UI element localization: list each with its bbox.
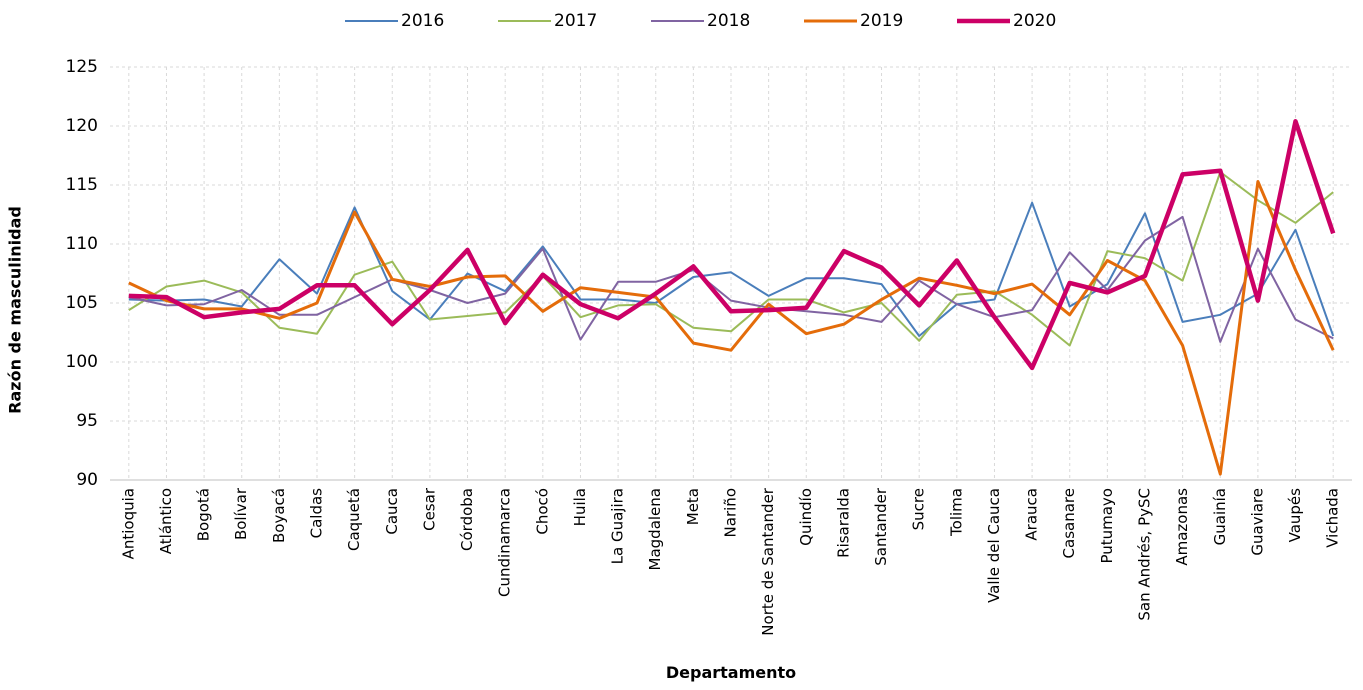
x-tick-label: Meta xyxy=(684,488,702,525)
legend-label: 2016 xyxy=(401,11,444,31)
series-line xyxy=(128,215,1334,343)
x-tick-label: Risaralda xyxy=(834,488,852,558)
x-tick-label: Caquetá xyxy=(345,488,363,551)
x-tick-label: Sucre xyxy=(910,488,928,530)
x-tick-label: Putumayo xyxy=(1098,488,1116,564)
x-tick-label: Cundinamarca xyxy=(496,488,514,597)
y-tick-label: 120 xyxy=(66,116,98,136)
x-tick-label: Cauca xyxy=(383,488,401,535)
x-tick-label: Casanare xyxy=(1060,488,1078,558)
x-tick-label: Vaupés xyxy=(1286,488,1304,543)
x-tick-label: La Guajira xyxy=(609,488,627,564)
legend-label: 2019 xyxy=(860,11,903,31)
legend-label: 2020 xyxy=(1013,11,1056,31)
x-tick-label: Antioquia xyxy=(119,488,137,559)
x-tick-label: Quindío xyxy=(797,488,815,546)
y-axis-title: Razón de masculinidad xyxy=(6,206,25,414)
x-tick-label: Cesar xyxy=(420,487,438,531)
x-tick-label: Santander xyxy=(872,487,890,566)
x-tick-label: Bogotá xyxy=(195,488,213,541)
legend-label: 2017 xyxy=(554,11,597,31)
x-tick-label: Norte de Santander xyxy=(759,487,777,636)
x-tick-label: Vichada xyxy=(1324,488,1342,548)
x-tick-label: Córdoba xyxy=(458,488,476,551)
y-tick-label: 125 xyxy=(66,57,98,77)
series-line xyxy=(128,180,1335,476)
y-tick-label: 95 xyxy=(76,411,98,431)
x-tick-label: Bolívar xyxy=(232,487,250,540)
x-tick-label: San Andrés, PySC xyxy=(1136,488,1154,621)
x-tick-label: Chocó xyxy=(533,488,551,535)
x-tick-label: Magdalena xyxy=(646,488,664,570)
y-tick-label: 90 xyxy=(76,470,98,490)
y-tick-label: 100 xyxy=(66,352,98,372)
y-tick-label: 115 xyxy=(66,175,98,195)
x-axis-title: Departamento xyxy=(666,663,796,682)
y-tick-label: 105 xyxy=(66,293,98,313)
legend-label: 2018 xyxy=(707,11,750,31)
series-line xyxy=(128,119,1336,371)
x-tick-label: Huila xyxy=(571,488,589,526)
x-tick-label: Nariño xyxy=(722,488,740,537)
x-tick-label: Arauca xyxy=(1023,488,1041,541)
x-tick-label: Guainía xyxy=(1211,488,1229,545)
x-tick-label: Amazonas xyxy=(1173,488,1191,566)
x-tick-label: Caldas xyxy=(308,488,326,539)
x-tick-label: Valle del Cauca xyxy=(985,488,1003,603)
x-tick-label: Guaviare xyxy=(1248,488,1266,556)
series-line xyxy=(128,201,1335,337)
x-tick-label: Atlántico xyxy=(157,488,175,554)
y-tick-label: 110 xyxy=(66,234,98,254)
x-tick-label: Boyacá xyxy=(270,488,288,543)
x-tick-label: Tolima xyxy=(947,488,965,537)
